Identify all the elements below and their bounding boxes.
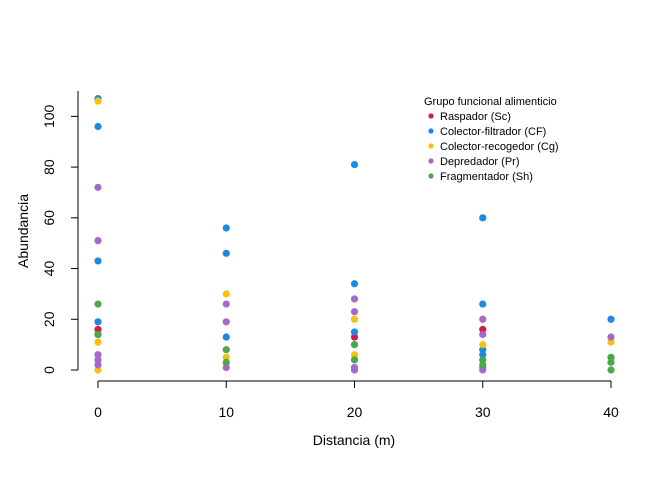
x-tick-label: 0 <box>94 404 102 420</box>
legend-marker <box>428 143 434 149</box>
data-point <box>479 361 487 369</box>
data-point <box>607 358 615 366</box>
y-tick-label: 0 <box>41 366 57 374</box>
legend: Grupo funcional alimenticio Raspador (Sc… <box>424 96 559 183</box>
legend-marker <box>428 173 434 179</box>
x-tick-label: 20 <box>347 404 363 420</box>
data-point <box>479 214 487 222</box>
x-tick-label: 30 <box>475 404 491 420</box>
data-point <box>222 290 230 298</box>
y-ticks: 0 20 40 60 80 100 <box>41 104 78 374</box>
data-point <box>222 333 230 341</box>
data-point <box>222 249 230 257</box>
data-point <box>94 183 102 191</box>
x-tick-label: 10 <box>218 404 234 420</box>
data-point <box>350 308 359 316</box>
data-point <box>607 353 615 361</box>
data-point <box>479 351 487 359</box>
data-point <box>222 318 230 326</box>
y-tick-label: 100 <box>41 104 57 128</box>
data-point <box>479 315 487 323</box>
data-point <box>607 366 615 374</box>
legend-marker <box>428 128 434 134</box>
data-point <box>350 333 359 341</box>
data-point <box>222 224 230 232</box>
data-point <box>350 341 359 349</box>
data-point <box>94 366 102 374</box>
data-point <box>479 325 487 334</box>
data-point <box>350 315 359 323</box>
legend-marker <box>428 158 434 164</box>
data-point <box>94 257 102 265</box>
data-point <box>94 318 102 326</box>
data-point <box>607 338 615 346</box>
data-point <box>94 338 102 346</box>
legend-items: Raspador (Sc) Colector-filtrador (CF) Cole… <box>428 111 559 183</box>
data-point <box>350 280 359 288</box>
data-point <box>222 353 230 361</box>
x-axis-title: Distancia (m) <box>313 432 395 448</box>
data-point <box>94 361 102 369</box>
data-point <box>350 356 359 364</box>
data-point <box>479 356 487 364</box>
data-point <box>222 300 230 308</box>
data-point <box>94 330 102 339</box>
data-point <box>479 330 487 339</box>
data-point <box>350 160 359 169</box>
data-point <box>607 315 615 323</box>
data-point <box>479 346 487 354</box>
data-point <box>94 351 102 359</box>
data-point <box>94 97 102 105</box>
data-point <box>94 356 102 364</box>
legend-label: Raspador (Sc) <box>440 111 511 123</box>
axes: 0 10 20 30 40 0 20 40 60 80 100 Distancia (m) Abu… <box>15 91 619 448</box>
y-tick-label: 80 <box>41 159 57 175</box>
y-tick-label: 20 <box>41 311 57 327</box>
y-tick-label: 40 <box>41 261 57 277</box>
data-point <box>94 122 102 131</box>
data-point <box>222 346 230 354</box>
legend-marker <box>428 113 434 119</box>
data-point <box>94 237 102 245</box>
data-point <box>222 358 230 366</box>
x-ticks: 0 10 20 30 40 <box>94 381 619 420</box>
legend-label: Colector-recogedor (Cg) <box>440 141 559 153</box>
data-point <box>350 295 359 303</box>
y-axis-title: Abundancia <box>15 194 31 268</box>
data-point <box>350 366 359 374</box>
data-point <box>479 300 487 308</box>
data-point <box>94 300 102 308</box>
data-point <box>479 341 487 349</box>
data-points <box>94 95 615 374</box>
legend-label: Colector-filtrador (CF) <box>440 126 546 138</box>
data-point <box>607 333 615 341</box>
y-tick-label: 60 <box>41 210 57 226</box>
x-tick-label: 40 <box>603 404 619 420</box>
data-point <box>222 363 230 372</box>
legend-label: Fragmentador (Sh) <box>440 171 533 183</box>
data-point <box>350 351 359 359</box>
data-point <box>350 328 359 336</box>
data-point <box>479 366 487 374</box>
legend-label: Depredador (Pr) <box>440 156 519 168</box>
legend-title: Grupo funcional alimenticio <box>424 96 557 108</box>
data-point <box>94 325 102 334</box>
